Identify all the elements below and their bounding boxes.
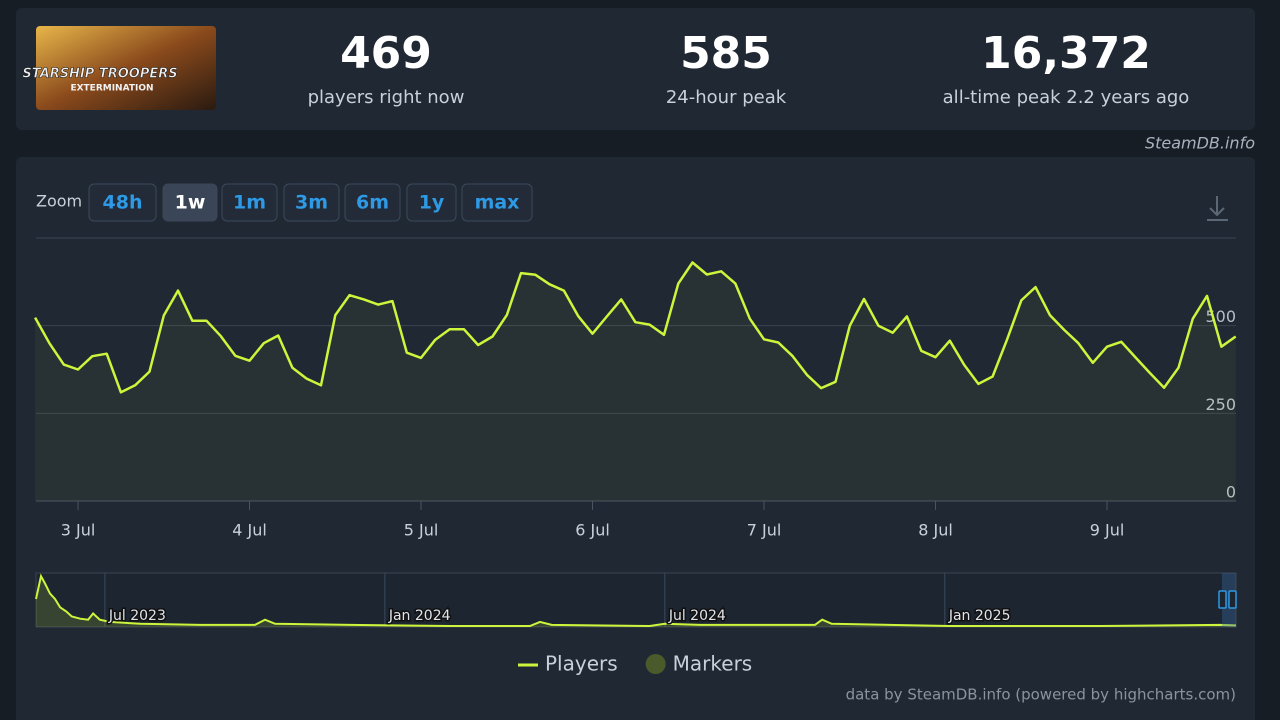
x-tick-label: 8 Jul [918,521,953,540]
logo-title: STARSHIP TROOPERS [22,67,177,82]
legend-swatch[interactable] [645,654,666,674]
y-tick-label: 250 [1205,395,1236,414]
x-tick-label: 6 Jul [575,521,610,540]
game-image [36,26,216,110]
zoom-button-label[interactable]: 1w [175,192,206,214]
stat-number: 16,372 [981,28,1151,79]
x-tick-label: 7 Jul [747,521,782,540]
stats-card [16,8,1255,130]
zoom-button-label[interactable]: 1y [419,192,445,214]
area-fill [35,262,1236,501]
zoom-button[interactable] [162,183,218,222]
stat-number: 585 [680,28,772,79]
zoom-button-label[interactable]: 3m [295,192,328,214]
navigator-tick-label: Jan 2024 [388,608,451,624]
navigator-tick-label: Jan 2025 [948,608,1011,624]
stat-label: all-time peak 2.2 years ago [943,87,1190,108]
x-tick-label: 3 Jul [61,521,96,540]
navigator-tick-label: Jul 2023 [108,608,166,624]
x-tick-label: 4 Jul [232,521,267,540]
y-tick-label: 0 [1226,483,1236,502]
navigator-handle[interactable] [1218,590,1227,609]
zoom-button-label[interactable]: 48h [103,192,143,214]
zoom-button-label[interactable]: 6m [356,192,389,214]
line-series [34,261,1237,394]
zoom-button[interactable] [344,183,401,222]
stat-number: 469 [340,28,432,79]
navigator-background [35,572,1237,628]
stat-label: players right now [308,87,465,108]
legend-label[interactable]: Players [545,652,618,676]
watermark: SteamDB.info [1145,134,1255,153]
credits: data by SteamDB.info (powered by highcha… [846,686,1236,704]
download-icon[interactable] [1207,196,1228,221]
navigator-line [35,573,1237,628]
x-tick-label: 5 Jul [404,521,439,540]
zoom-button-label[interactable]: 1m [233,192,266,214]
zoom-button[interactable] [283,183,340,222]
zoom-button[interactable] [461,183,533,222]
zoom-button[interactable] [406,183,457,222]
zoom-button[interactable] [88,183,157,222]
legend-label[interactable]: Markers [673,652,753,676]
logo-subtitle: EXTERMINATION [70,84,153,94]
zoom-button-label[interactable]: max [475,192,520,214]
stat-label: 24-hour peak [666,87,787,108]
navigator-handle[interactable] [1228,590,1237,609]
x-tick-label: 9 Jul [1090,521,1125,540]
zoom-button[interactable] [221,183,278,222]
zoom-label: Zoom [36,192,82,211]
navigator-tick-label: Jul 2024 [668,608,726,624]
